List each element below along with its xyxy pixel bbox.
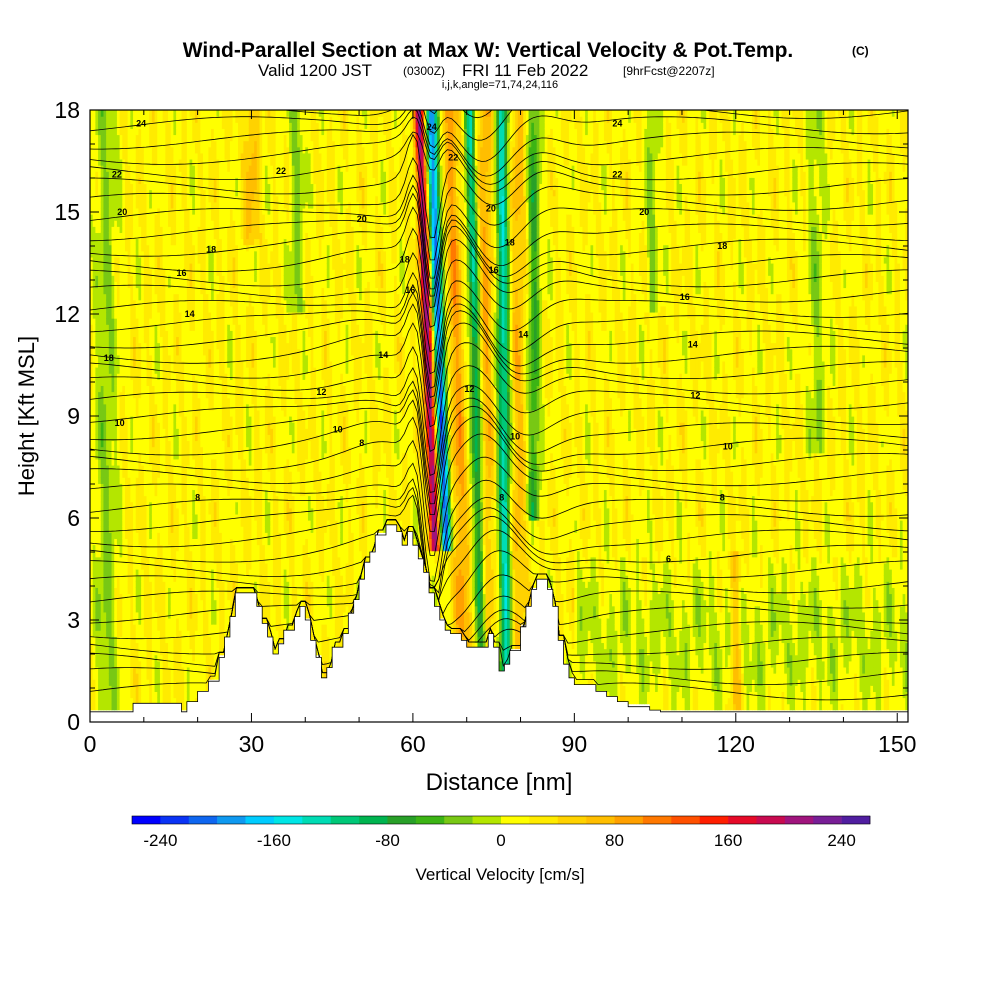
chart-title: Wind-Parallel Section at Max W: Vertical… — [183, 39, 794, 62]
chart-title-tag: (C) — [852, 44, 869, 58]
valid-time-c: FRI 11 Feb 2022 — [462, 61, 588, 80]
section-indices: i,j,k,angle=71,74,24,116 — [442, 79, 558, 91]
valid-time-d: [9hrFcst@2207z] — [623, 64, 715, 78]
vertical-velocity-field — [90, 104, 909, 710]
valid-time-b: (0300Z) — [403, 64, 445, 78]
valid-time-a: Valid 1200 JST — [258, 61, 372, 80]
